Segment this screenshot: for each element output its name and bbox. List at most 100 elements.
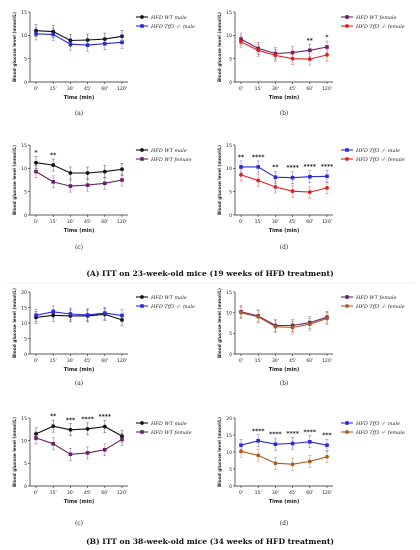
x-tick-label: 120': [322, 490, 332, 496]
x-tick-label: 60': [306, 490, 313, 496]
panel-sublabel: (a): [75, 380, 83, 387]
significance-marker: **: [307, 37, 314, 44]
series-line-1: [240, 312, 328, 329]
panels-group: 0 5 10 15 0' 15' 30' 45' 60' 120' Time (min) Blood …: [12, 10, 405, 527]
y-tick-label: 0: [24, 80, 27, 86]
series-line-0: [35, 162, 123, 174]
data-point: [68, 452, 73, 457]
legend-marker: [345, 295, 349, 299]
x-tick-label: 120': [322, 358, 332, 364]
x-tick-label: 45': [84, 86, 91, 92]
panel-sublabel: (b): [280, 380, 289, 387]
x-tick-label: 45': [289, 358, 296, 364]
significance-marker: ***: [66, 417, 76, 424]
y-tick-label: 0: [229, 80, 232, 86]
data-point: [307, 322, 312, 327]
significance-marker: ****: [252, 428, 265, 435]
data-point: [307, 190, 312, 195]
y-tick-label: 0: [24, 484, 27, 490]
legend-label: HFD WT male: [150, 148, 187, 154]
data-point: [120, 437, 124, 442]
x-axis-label: Time (min): [64, 367, 95, 373]
y-tick-label: 20: [21, 290, 27, 296]
x-tick-label: 60': [101, 490, 108, 496]
caption-a: (A) ITT on 23-week-old mice (19 weeks of…: [86, 269, 333, 278]
y-axis-label: Blood glucose level (mmol/L): [12, 145, 18, 215]
series-line-1: [240, 41, 328, 60]
x-tick-label: 15': [50, 86, 57, 92]
y-tick-label: 10: [21, 321, 27, 327]
chart-panel-B-a: 0 5 10 15 20 0' 15' 30' 45' 60' 120' Time (min) Bloo…: [12, 288, 195, 387]
legend-label: HFD WT male: [150, 421, 187, 427]
legend-label: HFD Tff3 -/- male: [355, 148, 400, 154]
significance-marker: **: [238, 154, 245, 161]
legend-label: HFD WT female: [150, 157, 192, 163]
y-tick-label: 5: [229, 189, 232, 195]
x-tick-label: 60': [306, 86, 313, 92]
x-tick-label: 30': [67, 219, 74, 225]
significance-marker: ****: [286, 165, 299, 172]
x-tick-label: 15': [50, 490, 57, 496]
x-tick-label: 30': [272, 86, 279, 92]
series-line-0: [35, 30, 123, 42]
y-axis-label: Blood glucose level (mmol/L): [217, 288, 223, 358]
x-tick-label: 0': [239, 358, 243, 364]
data-point: [273, 185, 278, 189]
data-point: [273, 461, 278, 466]
y-axis-label: Blood glucose level (mmol/L): [12, 12, 18, 82]
data-point: [325, 53, 329, 57]
data-point: [308, 48, 312, 53]
data-point: [273, 442, 278, 446]
x-tick-label: 15': [50, 358, 57, 364]
y-tick-label: 5: [24, 336, 27, 342]
data-point: [103, 41, 107, 46]
x-axis-label: Time (min): [64, 95, 95, 101]
y-tick-label: 15: [21, 10, 27, 16]
data-point: [290, 462, 295, 467]
data-point: [51, 32, 55, 37]
legend-label: HFD WT male: [150, 295, 187, 301]
legend-marker: [140, 304, 144, 308]
y-tick-label: 0: [229, 213, 232, 219]
legend-label: HFD Tff3 -/- female: [355, 24, 405, 30]
series-line-1: [240, 450, 328, 465]
x-tick-label: 0': [239, 490, 243, 496]
data-point: [34, 169, 38, 174]
series-line-1: [35, 437, 123, 455]
x-tick-label: 45': [84, 490, 91, 496]
data-point: [103, 311, 107, 315]
y-tick-label: 10: [226, 310, 232, 316]
x-tick-label: 0': [34, 86, 38, 92]
legend-marker: [140, 421, 144, 425]
data-point: [239, 165, 243, 169]
data-point: [239, 310, 243, 315]
x-tick-label: 60': [306, 358, 313, 364]
data-point: [290, 441, 295, 446]
series-line-0: [240, 311, 328, 327]
significance-marker: ****: [286, 431, 299, 438]
y-tick-label: 5: [24, 189, 27, 195]
series-line-1: [35, 311, 123, 317]
data-point: [102, 424, 107, 429]
significance-marker: ****: [81, 416, 94, 423]
data-point: [120, 167, 124, 172]
y-tick-label: 5: [229, 331, 232, 337]
x-axis-label: Time (min): [269, 95, 300, 101]
panel-sublabel: (a): [75, 110, 83, 117]
data-point: [51, 424, 56, 429]
x-tick-label: 120': [117, 490, 127, 496]
y-tick-label: 15: [226, 143, 232, 149]
data-point: [256, 48, 261, 53]
x-tick-label: 15': [255, 358, 262, 364]
y-tick-label: 10: [226, 166, 232, 172]
data-point: [85, 43, 90, 47]
x-tick-label: 120': [117, 219, 127, 225]
x-tick-label: 60': [101, 219, 108, 225]
legend-label: HFD Tff3 -/- male: [150, 24, 195, 30]
legend-label: HFD Tff3 -/- female: [355, 430, 405, 436]
x-tick-label: 120': [117, 86, 127, 92]
data-point: [85, 183, 90, 187]
x-axis-label: Time (min): [269, 499, 300, 505]
data-point: [51, 180, 55, 184]
y-tick-label: 15: [226, 10, 232, 16]
